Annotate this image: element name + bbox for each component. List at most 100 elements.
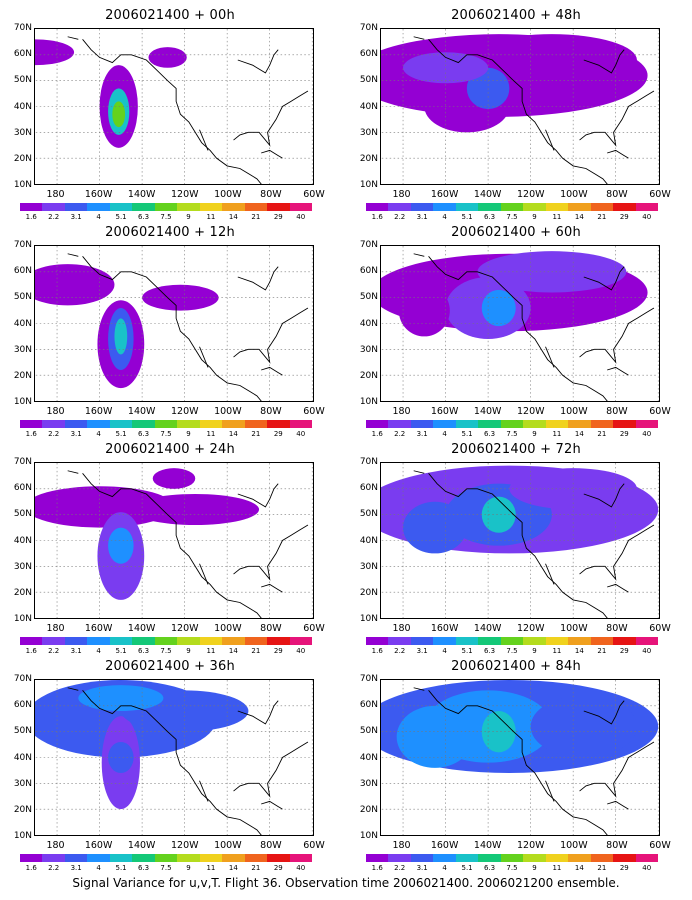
colorbar-swatch [433,637,456,645]
colorbar-swatch [635,854,659,862]
lat-tick-label: 40N [13,101,32,112]
colorbar-label: 40 [642,647,652,655]
colorbar-swatch [545,854,569,862]
lat-tick-label: 70N [13,23,32,33]
colorbar-swatch [267,854,290,862]
colorbar-swatch [42,420,65,428]
coastline [233,90,309,147]
lon-tick-label: 80W [606,623,628,634]
coastline [261,583,283,593]
lat-tick-label: 40N [359,535,378,546]
colorbar-swatch [613,637,636,645]
colorbar-label: 2.2 [48,213,60,221]
colorbar-swatch [222,637,245,645]
colorbar [20,637,313,645]
contour-fill [481,711,516,753]
colorbar-label: 9 [186,864,191,872]
colorbar-swatch [289,420,313,428]
colorbar-swatch [568,854,591,862]
panel-title: 2006021400 + 12h [105,225,235,240]
coastline [199,129,209,151]
colorbar-swatch [590,203,614,211]
lon-tick-label: 160W [84,623,113,634]
colorbar-swatch [132,637,155,645]
panel-title: 2006021400 + 48h [451,8,581,23]
colorbar-label: 29 [619,430,629,438]
lon-tick-label: 180 [46,623,65,634]
colorbar-label: 11 [552,864,562,872]
map-frame [380,245,660,402]
lat-tick-label: 70N [359,674,378,684]
lon-tick-label: 60W [649,840,671,851]
colorbar-label: 11 [552,430,562,438]
colorbar-label: 29 [273,864,283,872]
colorbar-swatch [500,420,524,428]
colorbar-label: 4 [442,864,447,872]
variance-field [35,680,313,835]
lon-tick-label: 140W [127,623,156,634]
colorbar-swatch [433,203,456,211]
lon-tick-label: 180 [392,189,411,200]
lon-tick-label: 80W [260,623,282,634]
colorbar-label: 5.1 [461,213,473,221]
colorbar-label: 2.2 [394,647,406,655]
colorbar-label: 9 [532,647,537,655]
lat-tick-label: 70N [13,674,32,684]
colorbar-label: 14 [228,430,238,438]
colorbar-label: 5.1 [115,213,127,221]
colorbar-label: 4 [442,430,447,438]
colorbar-label: 7.5 [506,864,518,872]
lon-tick-label: 60W [649,406,671,417]
colorbar [366,637,659,645]
lon-tick-label: 140W [473,189,502,200]
lon-tick-label: 60W [649,189,671,200]
colorbar [366,854,659,862]
lat-tick-label: 50N [13,75,32,86]
contour-fill [148,47,187,68]
colorbar-label: 9 [186,647,191,655]
colorbar-label: 3.1 [70,864,82,872]
colorbar-label: 6.3 [137,213,150,221]
panel-title: 2006021400 + 72h [451,442,581,457]
colorbar-swatch [154,420,178,428]
colorbar-label: 4 [96,864,101,872]
colorbar-label: 7.5 [506,647,518,655]
colorbar-label: 3.1 [70,213,82,221]
coastline [583,49,625,74]
colorbar-swatch [289,203,313,211]
colorbar-swatch [500,203,524,211]
colorbar-swatch [455,203,479,211]
lat-tick-label: 20N [13,153,32,164]
coastline [428,256,608,401]
variance-field [381,680,659,835]
colorbar-swatch [87,854,110,862]
lon-tick-label: 140W [473,406,502,417]
lat-tick-label: 60N [359,266,378,277]
lat-tick-label: 50N [13,726,32,737]
lon-tick-label: 140W [473,623,502,634]
lat-tick-label: 10N [359,831,378,841]
contour-fill [35,39,75,66]
colorbar-swatch [545,203,569,211]
colorbar-label: 6.3 [137,864,150,872]
colorbar-label: 14 [574,213,584,221]
colorbar-label: 29 [619,647,629,655]
map-frame [380,462,660,619]
lat-tick-label: 10N [13,831,32,841]
colorbar-label: 29 [273,647,283,655]
colorbar-label: 3.1 [416,430,428,438]
colorbar-swatch [244,637,268,645]
coastline [545,780,555,802]
coastline [583,266,625,291]
colorbar-swatch [433,854,456,862]
lon-tick-label: 160W [430,189,459,200]
colorbar-swatch [613,854,636,862]
colorbar-label: 40 [296,430,306,438]
map-frame [34,679,314,836]
colorbar-label: 21 [251,213,261,221]
lon-tick-label: 120W [171,406,199,417]
contour-fill [481,289,516,327]
lat-tick-label: 10N [13,614,32,624]
lat-tick-label: 50N [13,292,32,303]
colorbar-label: 6.3 [483,864,496,872]
